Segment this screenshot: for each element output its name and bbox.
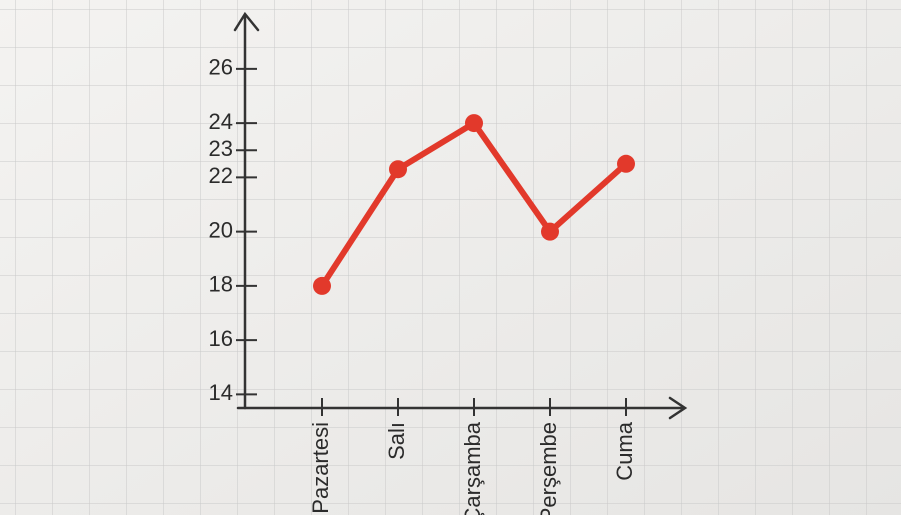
data-point [465, 114, 483, 133]
y-tick-label: 23 [209, 136, 233, 161]
x-axis [236, 396, 688, 420]
data-point [541, 222, 559, 241]
x-tick-label: Pazartesi [308, 422, 333, 514]
x-tick-label: Perşembe [536, 422, 561, 515]
y-tick-label: 22 [209, 163, 233, 188]
x-tick-label: Cuma [612, 421, 637, 480]
y-tick-label: 24 [209, 109, 233, 134]
y-tick-label: 20 [209, 217, 233, 242]
y-tick-label: 18 [209, 272, 233, 297]
y-tick-label: 14 [209, 380, 233, 405]
y-tick-label: 16 [209, 326, 233, 351]
data-point [617, 154, 635, 173]
data-point [389, 160, 407, 179]
x-tick-label: Çarşamba [460, 421, 485, 515]
y-axis [233, 11, 260, 410]
x-tick-label: Salı [384, 422, 409, 460]
data-point [313, 276, 331, 295]
y-tick-label: 26 [209, 55, 233, 80]
